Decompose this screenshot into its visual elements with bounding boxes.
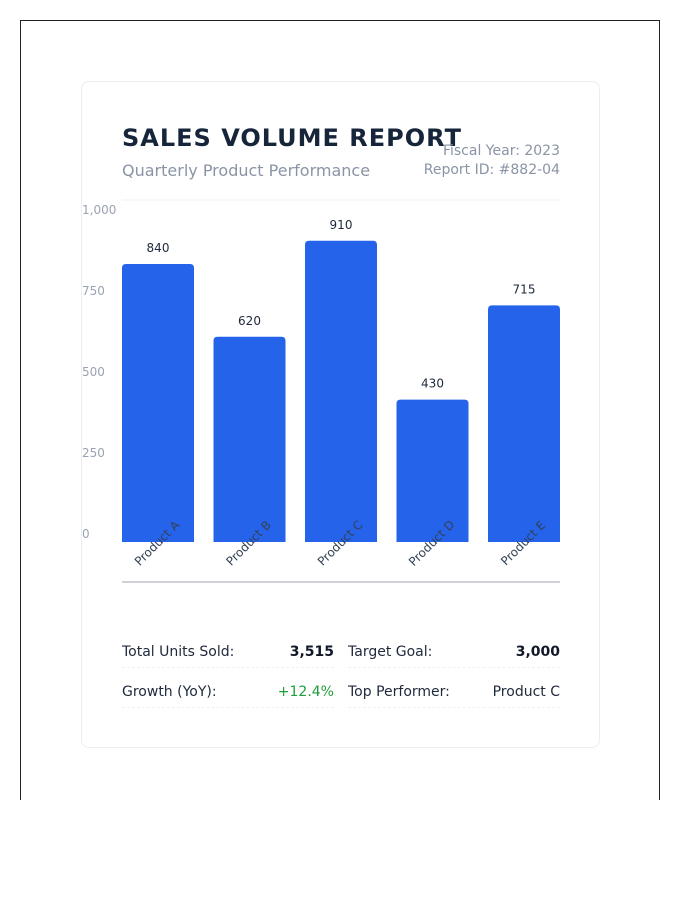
y-tick-label: 1,000: [82, 203, 116, 217]
report-title: SALES VOLUME REPORT: [122, 124, 462, 152]
y-tick-label: 250: [82, 446, 105, 460]
stat-top-performer: Top Performer: Product C: [348, 674, 560, 708]
stat-value: Product C: [492, 684, 560, 700]
stat-label: Top Performer:: [348, 684, 450, 700]
bar-product-b: [213, 336, 286, 542]
bar-value-label: 840: [147, 241, 170, 255]
y-tick-label: 0: [82, 527, 90, 541]
page-frame: [20, 20, 660, 800]
bar-value-label: 430: [421, 377, 444, 391]
stat-value: 3,000: [515, 644, 560, 660]
stat-growth: Growth (YoY): +12.4%: [122, 674, 334, 708]
report-id: Report ID: #882-04: [423, 162, 560, 178]
stat-label: Total Units Sold:: [122, 644, 235, 660]
bar-product-d: [396, 399, 469, 542]
stat-value: +12.4%: [277, 684, 334, 700]
stat-label: Target Goal:: [348, 644, 433, 660]
stat-total-units: Total Units Sold: 3,515: [122, 634, 334, 668]
y-tick-label: 750: [82, 284, 105, 298]
y-tick-label: 500: [82, 365, 105, 379]
bar-product-a: [122, 263, 194, 542]
stat-value: 3,515: [289, 644, 334, 660]
bar-product-c: [305, 240, 377, 543]
report-subtitle: Quarterly Product Performance: [122, 161, 371, 180]
bar-product-e: [488, 305, 560, 542]
bar-value-label: 715: [513, 282, 536, 296]
bar-value-label: 910: [330, 218, 353, 232]
stat-target-goal: Target Goal: 3,000: [348, 634, 560, 668]
fiscal-year: Fiscal Year: 2023: [442, 143, 560, 159]
bar-value-label: 620: [238, 314, 261, 328]
stat-label: Growth (YoY):: [122, 684, 217, 700]
